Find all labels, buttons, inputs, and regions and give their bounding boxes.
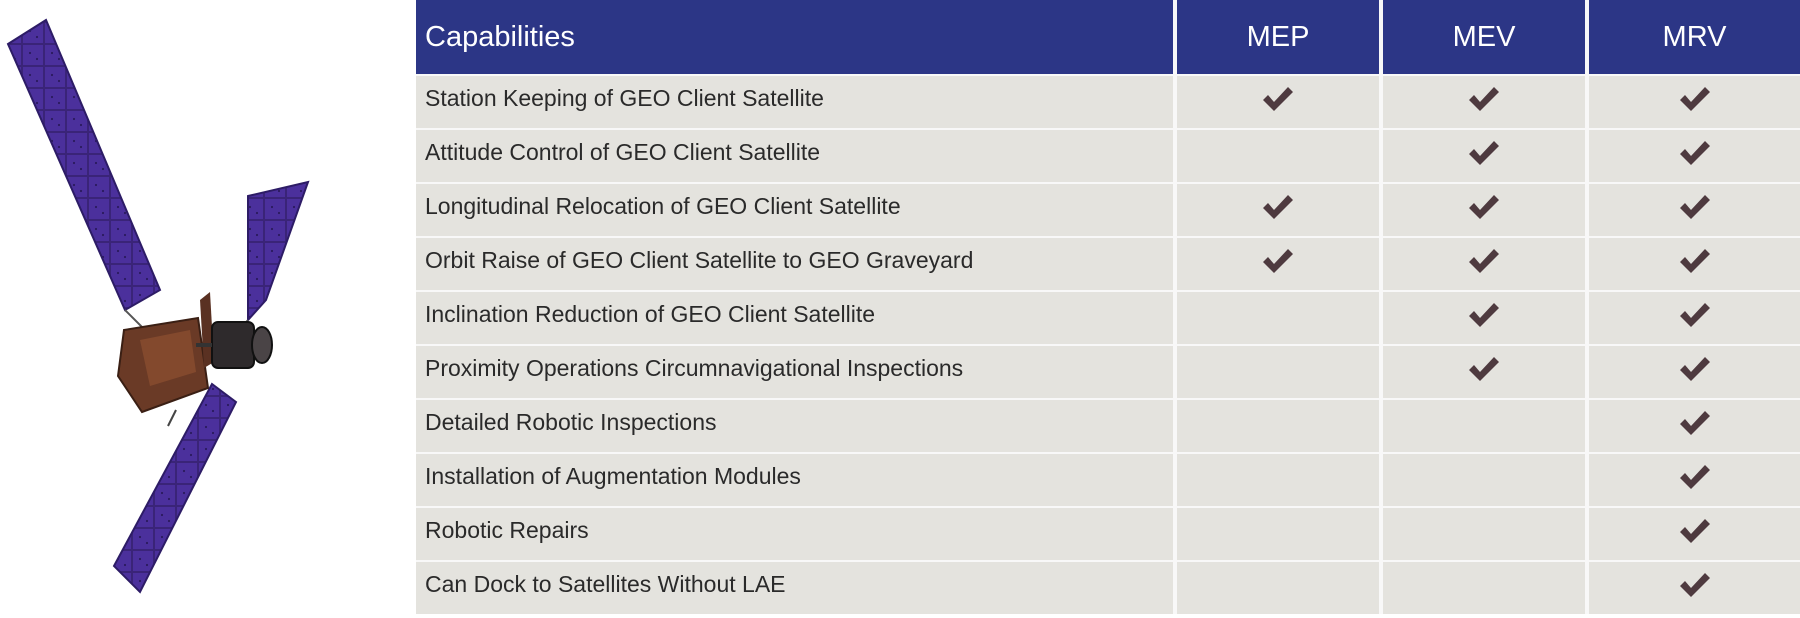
header-row: Capabilities MEP MEV MRV [416, 0, 1800, 75]
check-icon [1679, 87, 1710, 111]
mev-cell [1379, 507, 1587, 561]
mrv-cell [1585, 399, 1800, 453]
check-icon [1679, 519, 1710, 543]
capability-label: Attitude Control of GEO Client Satellite [416, 129, 1175, 183]
mrv-cell [1585, 561, 1800, 614]
check-icon [1679, 411, 1710, 435]
check-icon [1679, 357, 1710, 381]
mep-cell [1173, 183, 1381, 237]
mev-cell [1379, 291, 1587, 345]
table-row: Installation of Augmentation Modules [416, 453, 1800, 507]
mev-header: MEV [1379, 0, 1587, 75]
mrv-cell [1585, 507, 1800, 561]
check-icon [1679, 465, 1710, 489]
mep-cell [1173, 237, 1381, 291]
capability-label: Longitudinal Relocation of GEO Client Sa… [416, 183, 1175, 237]
capability-label: Robotic Repairs [416, 507, 1175, 561]
capability-rows: Station Keeping of GEO Client Satellite A… [416, 75, 1800, 614]
mev-cell [1379, 183, 1587, 237]
mep-cell [1173, 345, 1381, 399]
mrv-cell [1585, 291, 1800, 345]
capability-label: Proximity Operations Circumnavigational … [416, 345, 1175, 399]
check-icon [1263, 195, 1293, 219]
mrv-cell [1585, 183, 1800, 237]
capabilities-header: Capabilities [416, 0, 1175, 75]
mep-cell [1173, 129, 1381, 183]
capability-table: Capabilities MEP MEV MRV Station Keeping… [416, 0, 1800, 614]
capability-label: Can Dock to Satellites Without LAE [416, 561, 1175, 614]
mep-cell [1173, 453, 1381, 507]
mrv-cell [1585, 75, 1800, 129]
mrv-header: MRV [1585, 0, 1800, 75]
mev-cell [1379, 453, 1587, 507]
mev-cell [1379, 75, 1587, 129]
capability-label: Detailed Robotic Inspections [416, 399, 1175, 453]
capability-label: Inclination Reduction of GEO Client Sate… [416, 291, 1175, 345]
mrv-cell [1585, 345, 1800, 399]
check-icon [1263, 249, 1293, 273]
table-row: Inclination Reduction of GEO Client Sate… [416, 291, 1800, 345]
table-row: Attitude Control of GEO Client Satellite [416, 129, 1800, 183]
table-row: Orbit Raise of GEO Client Satellite to G… [416, 237, 1800, 291]
table-row: Station Keeping of GEO Client Satellite [416, 75, 1800, 129]
mep-cell [1173, 291, 1381, 345]
mrv-cell [1585, 453, 1800, 507]
table-row: Robotic Repairs [416, 507, 1800, 561]
check-icon [1469, 303, 1499, 327]
satellite-illustration [6, 18, 310, 594]
mev-cell [1379, 129, 1587, 183]
mep-cell [1173, 507, 1381, 561]
check-icon [1469, 195, 1499, 219]
check-icon [1469, 87, 1499, 111]
check-icon [1469, 141, 1499, 165]
mev-cell [1379, 399, 1587, 453]
check-icon [1679, 573, 1710, 597]
mev-cell [1379, 345, 1587, 399]
mev-cell [1379, 237, 1587, 291]
check-icon [1679, 249, 1710, 273]
table-row: Longitudinal Relocation of GEO Client Sa… [416, 183, 1800, 237]
table-row: Detailed Robotic Inspections [416, 399, 1800, 453]
mep-cell [1173, 399, 1381, 453]
capability-label: Station Keeping of GEO Client Satellite [416, 75, 1175, 129]
check-icon [1263, 87, 1293, 111]
mep-cell [1173, 75, 1381, 129]
capability-label: Installation of Augmentation Modules [416, 453, 1175, 507]
check-icon [1469, 249, 1499, 273]
capability-label: Orbit Raise of GEO Client Satellite to G… [416, 237, 1175, 291]
mep-header: MEP [1173, 0, 1381, 75]
table-row: Can Dock to Satellites Without LAE [416, 561, 1800, 614]
check-icon [1679, 195, 1710, 219]
mrv-cell [1585, 237, 1800, 291]
check-icon [1469, 357, 1499, 381]
mep-cell [1173, 561, 1381, 614]
table-row: Proximity Operations Circumnavigational … [416, 345, 1800, 399]
check-icon [1679, 141, 1710, 165]
check-icon [1679, 303, 1710, 327]
mrv-cell [1585, 129, 1800, 183]
mev-cell [1379, 561, 1587, 614]
